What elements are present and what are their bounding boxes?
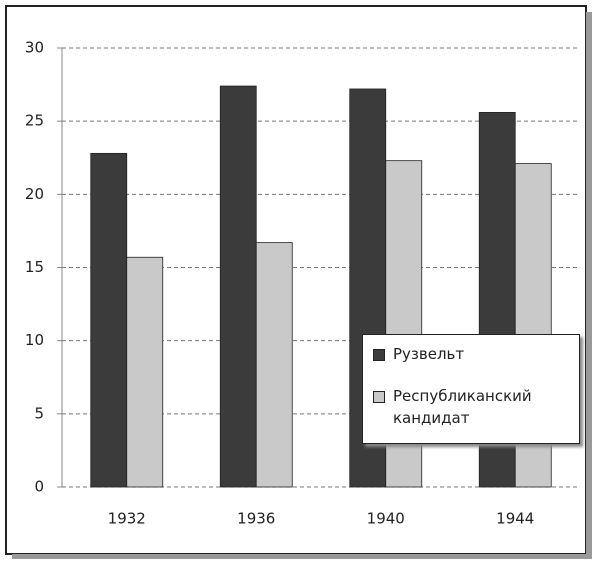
y-tick-label: 15 [25, 258, 44, 276]
legend-label: Республиканский кандидат [393, 387, 532, 427]
legend-item: Республиканский кандидат [373, 385, 569, 429]
y-tick-label: 0 [34, 478, 44, 496]
bar [255, 242, 293, 488]
shadow [12, 554, 592, 559]
legend: Рузвельт Республиканский кандидат [362, 334, 580, 444]
y-tick-label: 30 [25, 39, 44, 57]
y-tick-label: 25 [25, 112, 44, 130]
legend-swatch [373, 391, 385, 403]
y-tick-label: 20 [25, 185, 44, 203]
legend-swatch [373, 349, 385, 361]
legend-item: Рузвельт [373, 343, 569, 365]
x-tick-label: 1940 [367, 510, 405, 528]
bar [126, 256, 164, 488]
shadow [586, 12, 592, 558]
bar [219, 85, 257, 488]
legend-label: Рузвельт [393, 345, 465, 363]
x-tick-label: 1932 [108, 510, 146, 528]
bar [90, 152, 128, 488]
y-tick-label: 5 [34, 404, 44, 422]
y-tick-label: 10 [25, 331, 44, 349]
x-tick-label: 1944 [496, 510, 534, 528]
x-tick-label: 1936 [237, 510, 275, 528]
